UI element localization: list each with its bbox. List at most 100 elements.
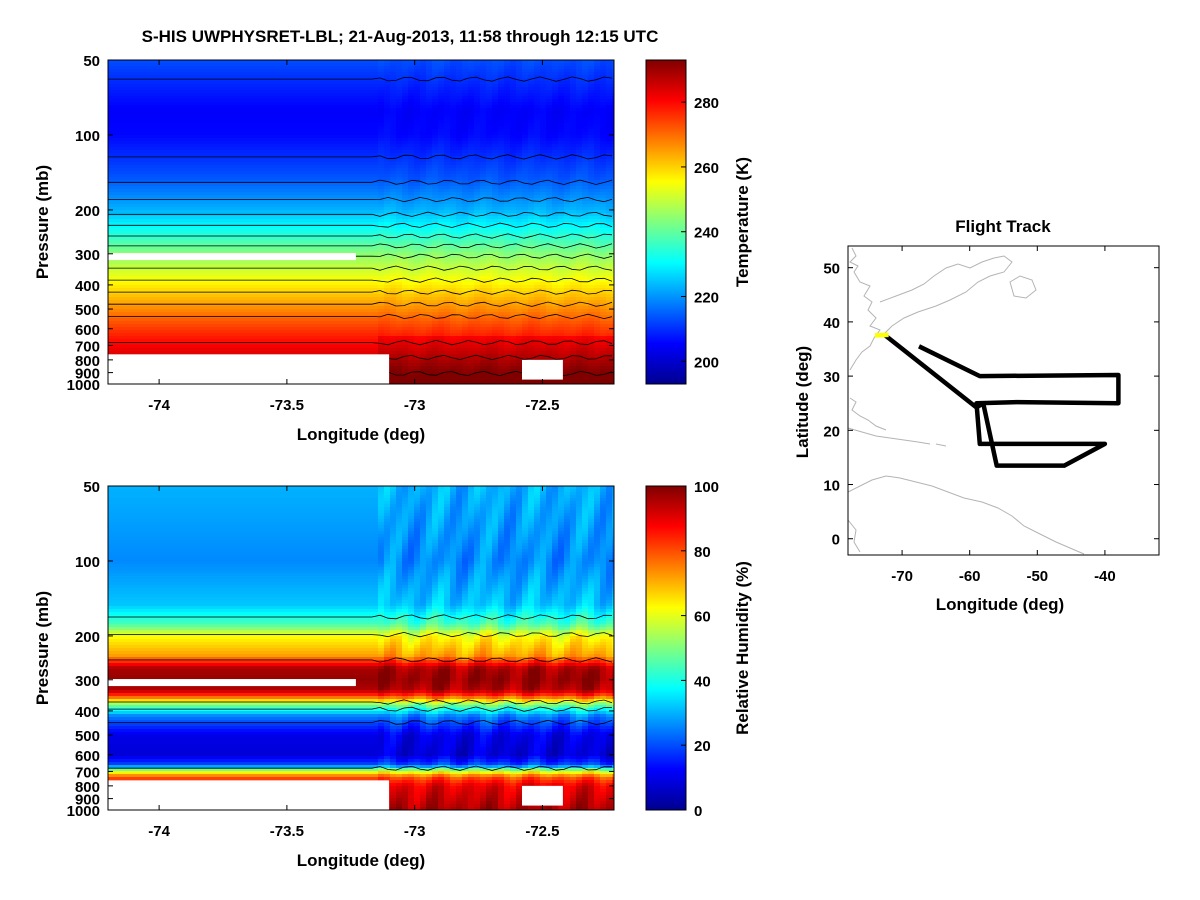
T-cell	[534, 78, 541, 82]
T-cell	[168, 162, 175, 166]
T-cell	[300, 183, 307, 187]
T-cell	[504, 225, 511, 229]
T-cell	[396, 225, 403, 229]
T-cell	[108, 180, 115, 184]
T-cell	[240, 189, 247, 193]
T-cell	[480, 120, 487, 124]
T-cell	[414, 222, 421, 226]
T-cell	[468, 60, 475, 64]
T-cell	[300, 138, 307, 142]
T-cell	[462, 99, 469, 103]
T-cell	[126, 96, 133, 100]
T-cell	[132, 138, 139, 142]
T-cell	[546, 195, 553, 199]
T-cell	[540, 141, 547, 145]
T-cell	[168, 141, 175, 145]
T-cell	[114, 177, 121, 181]
T-cell	[330, 201, 337, 205]
T-cell	[396, 129, 403, 133]
T-cell	[228, 117, 235, 121]
T-cell	[510, 129, 517, 133]
T-cell	[504, 117, 511, 121]
T-cell	[528, 87, 535, 91]
T-cell	[114, 216, 121, 220]
T-cell	[588, 219, 595, 223]
T-cell	[222, 162, 229, 166]
T-cell	[162, 102, 169, 106]
T-cell	[552, 102, 559, 106]
T-cell	[276, 171, 283, 175]
T-cell	[408, 144, 415, 148]
T-cell	[252, 204, 259, 208]
T-cell	[540, 78, 547, 82]
T-cell	[174, 162, 181, 166]
T-cell	[492, 207, 499, 211]
T-cell	[612, 162, 614, 166]
T-cell	[360, 207, 367, 211]
T-cell	[144, 99, 151, 103]
T-cell	[576, 60, 583, 64]
T-cell	[228, 63, 235, 67]
T-cell	[582, 228, 589, 232]
T-cell	[456, 108, 463, 112]
T-cell	[192, 216, 199, 220]
T-cell	[132, 150, 139, 154]
T-cell	[492, 225, 499, 229]
T-cell	[558, 138, 565, 142]
T-cell	[384, 213, 391, 217]
T-cell	[198, 66, 205, 70]
T-cell	[588, 132, 595, 136]
T-cell	[480, 231, 487, 235]
T-cell	[246, 219, 253, 223]
T-cell	[300, 207, 307, 211]
T-cell	[234, 141, 241, 145]
T-cell	[234, 111, 241, 115]
T-cell	[342, 177, 349, 181]
T-cell	[408, 222, 415, 226]
T-cell	[186, 60, 193, 64]
T-cell	[288, 165, 295, 169]
T-cell	[474, 162, 481, 166]
T-cell	[258, 114, 265, 118]
T-cell	[564, 192, 571, 196]
T-cell	[534, 165, 541, 169]
T-cell	[444, 78, 451, 82]
T-cell	[570, 150, 577, 154]
T-cell	[462, 114, 469, 118]
T-cell	[126, 201, 133, 205]
T-cell	[120, 150, 127, 154]
T-cell	[366, 171, 373, 175]
T-cell	[318, 168, 325, 172]
T-cell	[570, 93, 577, 97]
T-cell	[216, 189, 223, 193]
T-cell	[516, 144, 523, 148]
T-cell	[534, 114, 541, 118]
T-cell	[594, 177, 601, 181]
T-cell	[474, 81, 481, 85]
T-cell	[546, 168, 553, 172]
T-cell	[468, 84, 475, 88]
T-cell	[144, 117, 151, 121]
T-cell	[294, 153, 301, 157]
T-cell	[444, 189, 451, 193]
T-cell	[150, 192, 157, 196]
T-cell	[402, 96, 409, 100]
T-cell	[588, 99, 595, 103]
T-cell	[282, 111, 289, 115]
T-cell	[234, 225, 241, 229]
T-cell	[288, 180, 295, 184]
T-cell	[324, 81, 331, 85]
T-cell	[402, 195, 409, 199]
T-cell	[312, 168, 319, 172]
T-cell	[306, 210, 313, 214]
T-cell	[606, 84, 613, 88]
T-cell	[144, 84, 151, 88]
T-cell	[558, 120, 565, 124]
T-cell	[294, 69, 301, 73]
T-cell	[216, 123, 223, 127]
T-cell	[492, 123, 499, 127]
T-cell	[564, 90, 571, 94]
T-cell	[186, 84, 193, 88]
T-cell	[246, 69, 253, 73]
T-cell	[408, 96, 415, 100]
